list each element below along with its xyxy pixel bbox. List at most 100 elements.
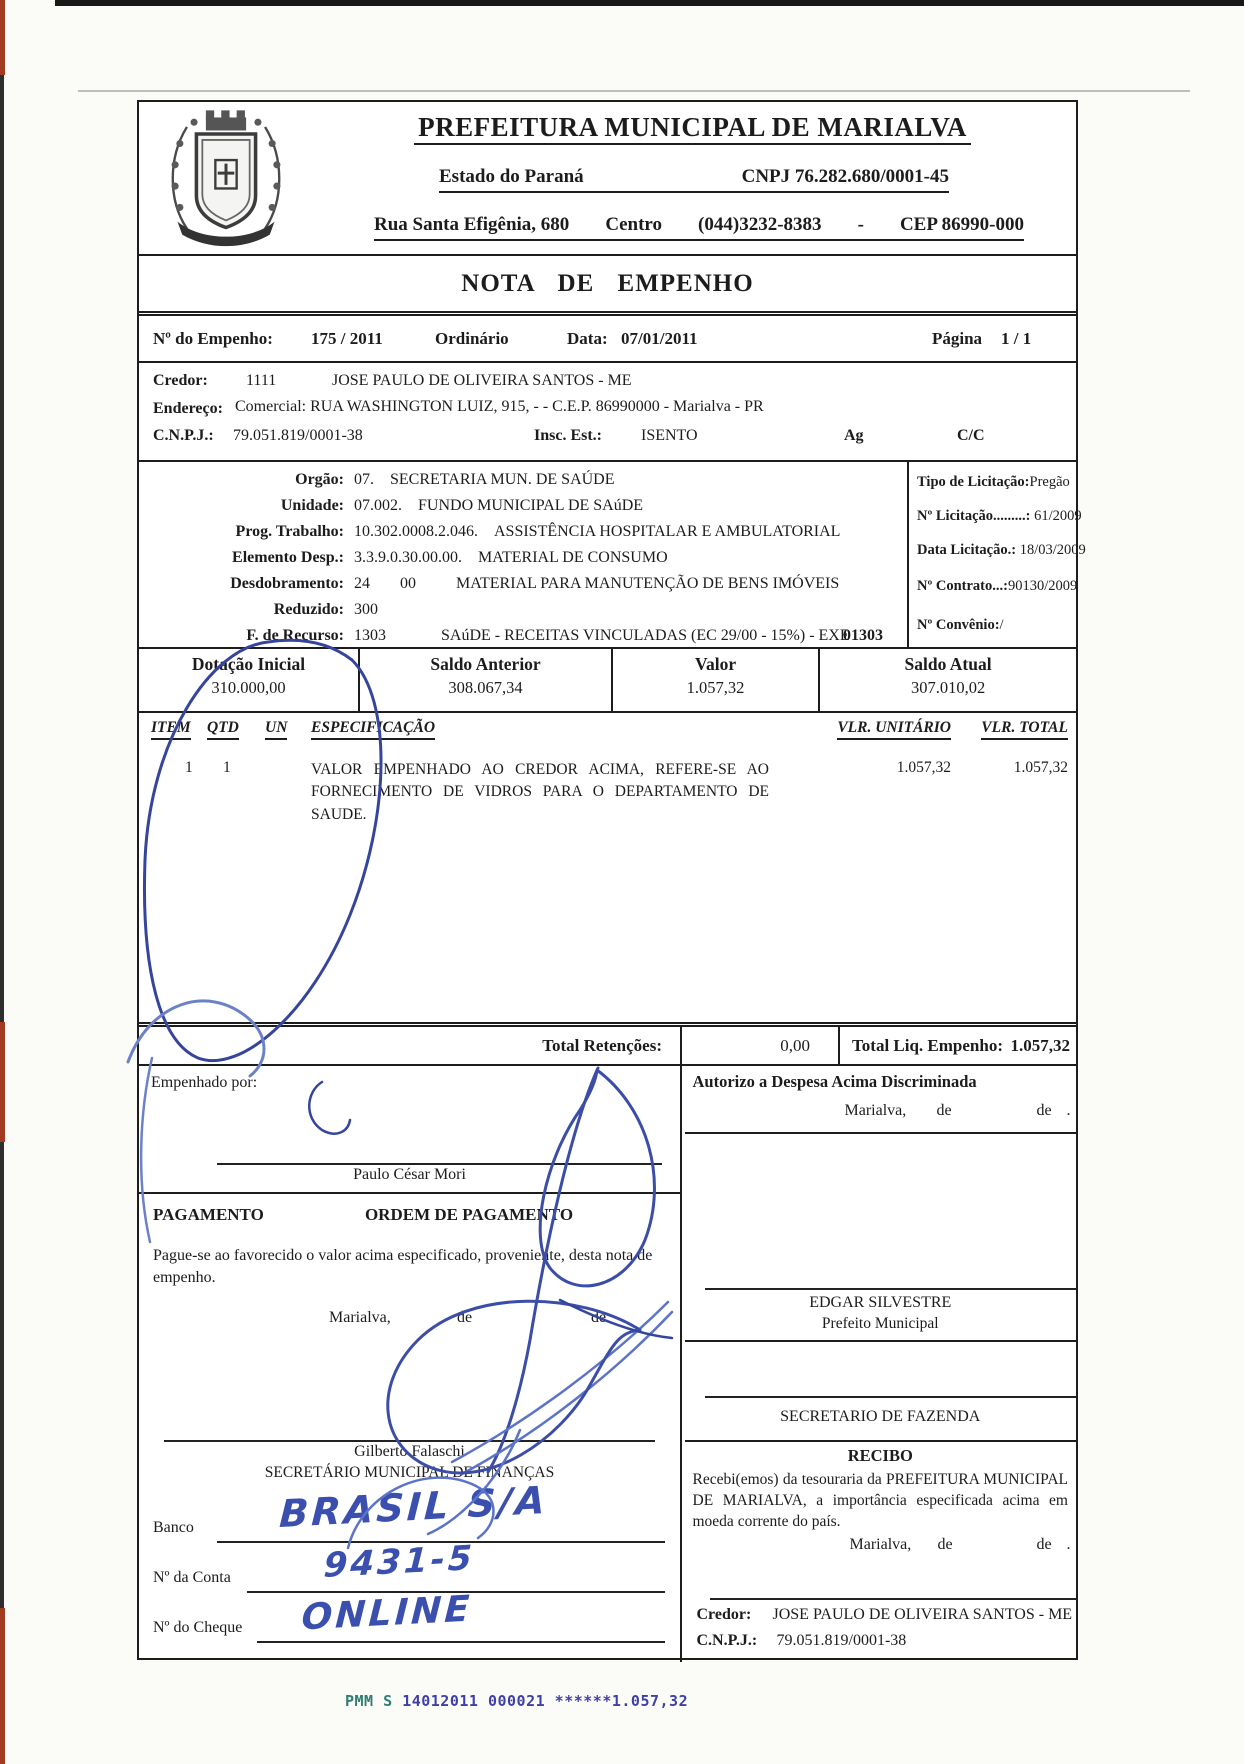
balance-cell: Valor 1.057,32 [613, 649, 821, 711]
date-de: de [937, 1536, 953, 1553]
header-cnpj: CNPJ 76.282.680/0001-45 [741, 166, 949, 187]
date-city: Marialva, [844, 1102, 907, 1119]
agreement-number: Nº Convênio:/ [917, 617, 1004, 633]
recibo-creditor-name: JOSE PAULO DE OLIVEIRA SANTOS - ME [772, 1606, 1073, 1623]
signature-line [164, 1439, 655, 1442]
date-city: Marialva, [329, 1308, 391, 1326]
creditor-code: 1111 [246, 372, 277, 389]
creditor-cnpj: 79.051.819/0001-38 [233, 427, 363, 444]
balances-row: Dotação Inicial 310.000,00 Saldo Anterio… [139, 647, 1076, 711]
state-registration: ISENTO [641, 427, 698, 444]
marialva-coat-of-arms-logo [171, 110, 281, 247]
classification-row: Reduzido: 300 [273, 601, 378, 618]
total-retencoes-value: 0,00 [780, 1035, 810, 1055]
empenhado-por-box: Empenhado por: Paulo César Mori [139, 1066, 680, 1194]
cheque-number-label: Nº do Cheque [153, 1618, 243, 1636]
col-header-vlr-unitario: VLR. UNITÁRIO [837, 719, 951, 740]
machine-prefix: PMM S [345, 1692, 393, 1710]
total-liq-label: Total Liq. Empenho: [852, 1035, 1003, 1055]
col-header-un: UN [265, 719, 288, 740]
balance-cell: Dotação Inicial 310.000,00 [139, 649, 361, 711]
pagamento-box: PAGAMENTO ORDEM DE PAGAMENTO Pague-se ao… [139, 1197, 680, 1663]
item-qty: 1 [223, 759, 231, 776]
col-header-item: ITEM [151, 719, 191, 740]
recibo-title: RECIBO [847, 1446, 913, 1465]
classification-row: F. de Recurso: 1303 SAúDE - RECEITAS VIN… [246, 627, 883, 644]
header-address: Rua Santa Efigênia, 680 [374, 214, 570, 235]
bank-label: Banco [153, 1518, 194, 1536]
item-number: 1 [185, 759, 193, 776]
col-header-vlr-total: VLR. TOTAL [981, 719, 1068, 740]
divider-line [709, 1598, 1076, 1600]
scan-edge-red-middle [0, 1022, 5, 1142]
treasury-secretary-title: SECRETARIO DE FAZENDA [780, 1408, 981, 1425]
date-dot: . [1066, 1536, 1071, 1553]
header-line3: Rua Santa Efigênia, 680 Centro (044)3232… [374, 214, 1024, 241]
authorization-text: Autorizo a Despesa Acima Discriminada [692, 1072, 977, 1091]
handwritten-cheque-number: ONLINE [300, 1588, 474, 1638]
date-city: Marialva, [849, 1536, 912, 1553]
pagamento-text: Pague-se ao favorecido o valor acima esp… [153, 1246, 653, 1286]
col-header-qtd: QTD [207, 719, 239, 740]
document-title-bar: NOTA DE EMPENHO [139, 254, 1076, 311]
resource-code-extra: 01303 [843, 627, 883, 644]
creditor-address: Comercial: RUA WASHINGTON LUIZ, 915, - -… [235, 398, 764, 415]
divider-line [684, 1440, 1076, 1442]
mayor-title: Prefeito Municipal [821, 1315, 939, 1332]
document-header: PREFEITURA MUNICIPAL DE MARIALVA Estado … [139, 102, 1076, 254]
date-dot: . [661, 1308, 665, 1326]
item-unit-value: 1.057,32 [896, 759, 951, 776]
total-liq-value: 1.057,32 [1010, 1035, 1071, 1055]
bidding-number: Nº Licitação.........: 61/2009 [917, 508, 1082, 524]
classification-row: Elemento Desp.: 3.3.9.0.30.00.00. MATERI… [232, 549, 668, 566]
nota-de-empenho-document: PREFEITURA MUNICIPAL DE MARIALVA Estado … [137, 100, 1086, 1662]
date-dot: . [1066, 1102, 1071, 1119]
signatures-area: Empenhado por: Paulo César Mori PAGAMENT… [139, 1064, 1076, 1662]
creditor-box: Credor: 1111 JOSE PAULO DE OLIVEIRA SANT… [139, 361, 1076, 460]
bidding-type: Tipo de Licitação:Pregão [917, 474, 1070, 490]
empenho-date-label: Data: [567, 329, 608, 348]
state-registration-label: Insc. Est.: [534, 427, 603, 444]
classification-row: Orgão: 07. SECRETARIA MUN. DE SAÚDE [295, 471, 615, 488]
classification-row: Desdobramento: 24 00 MATERIAL PARA MANUT… [230, 575, 840, 592]
classification-row: Unidade: 07.002. FUNDO MUNICIPAL DE SAúD… [280, 497, 644, 514]
right-signature-column: Autorizo a Despesa Acima Discriminada Ma… [684, 1066, 1076, 1662]
signature-line [704, 1396, 1076, 1398]
items-table: ITEM QTD UN ESPECIFICAÇÃO VLR. UNITÁRIO … [139, 711, 1076, 1022]
bidding-info-column: Tipo de Licitação:Pregão Nº Licitação...… [907, 462, 1086, 647]
balance-cell: Saldo Atual 307.010,02 [904, 654, 992, 697]
creditor-label: Credor: [153, 372, 208, 389]
bidding-date: Data Licitação.: 18/03/2009 [917, 542, 1086, 558]
document-title: NOTA DE EMPENHO [461, 269, 754, 297]
recibo-creditor-label: Credor: [696, 1606, 752, 1623]
account-label: C/C [957, 427, 985, 444]
classification-row: Prog. Trabalho: 10.302.0008.2.046. ASSIS… [235, 523, 841, 540]
date-de: de [936, 1102, 952, 1119]
machine-value: 14012011 000021 ******1.057,32 [402, 1692, 689, 1710]
total-retencoes-label: Total Retenções: [542, 1035, 662, 1055]
recibo-cnpj-label: C.N.P.J.: [696, 1632, 758, 1649]
finance-secretary-title: SECRETÁRIO MUNICIPAL DE FINANÇAS [264, 1463, 555, 1481]
agency-label: Ag [844, 427, 864, 444]
empenho-row: Nº do Empenho: 175 / 2011 Ordinário Data… [139, 311, 1076, 361]
left-signature-column: Empenhado por: Paulo César Mori PAGAMENT… [139, 1066, 682, 1662]
empenhado-signer-name: Paulo César Mori [353, 1166, 466, 1183]
header-state: Estado do Paraná [439, 166, 584, 187]
contract-number: Nº Contrato...:90130/2009 [917, 578, 1078, 594]
empenho-date: 07/01/2011 [621, 329, 698, 348]
date-de: de [457, 1308, 473, 1326]
cheque-blank-line [257, 1619, 665, 1643]
mayor-name: EDGAR SILVESTRE [809, 1294, 952, 1311]
dot-matrix-footer-line: PMM S 14012011 000021 ******1.057,32 [345, 1692, 688, 1710]
finance-secretary-name: Gilberto Falaschi [354, 1442, 465, 1460]
recibo-cnpj: 79.051.819/0001-38 [776, 1632, 907, 1649]
account-blank-line [247, 1569, 665, 1593]
creditor-cnpj-label: C.N.P.J.: [153, 427, 214, 444]
crown-icon [205, 110, 247, 131]
scan-edge-red-bottom [0, 1608, 5, 1764]
budget-classification-box: Orgão: 07. SECRETARIA MUN. DE SAÚDE Unid… [139, 460, 1086, 647]
page-number-label: Página [932, 329, 983, 348]
empenhado-por-label: Empenhado por: [151, 1074, 258, 1091]
creditor-name: JOSE PAULO DE OLIVEIRA SANTOS - ME [332, 372, 632, 389]
totals-row: Total Retenções: 0,00 Total Liq. Empenho… [139, 1022, 1076, 1064]
